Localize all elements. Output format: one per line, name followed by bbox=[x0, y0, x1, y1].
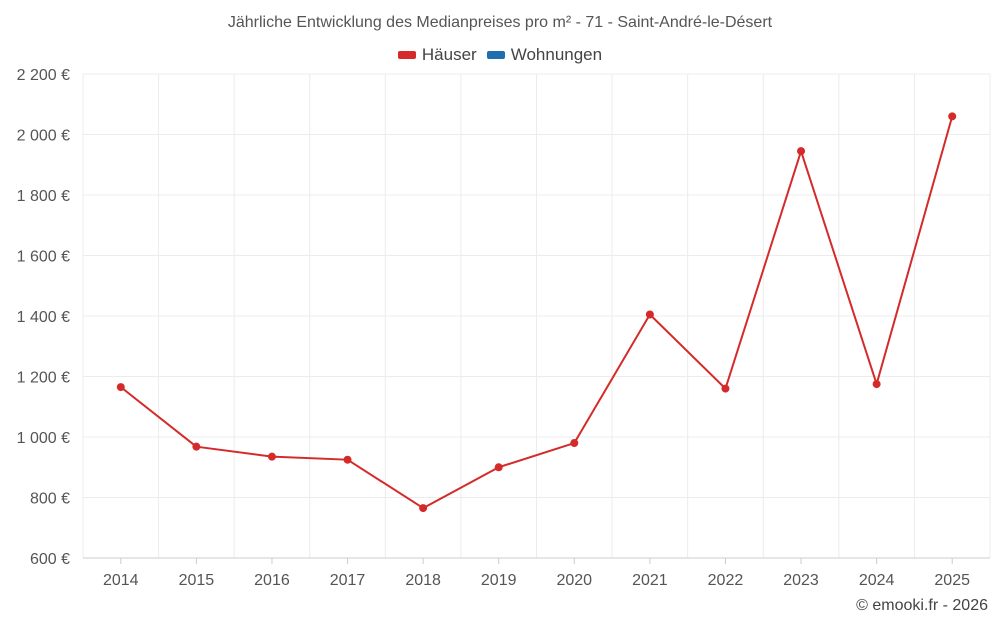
x-tick-label: 2019 bbox=[481, 572, 517, 589]
credit-text: © emooki.fr - 2026 bbox=[856, 597, 988, 614]
legend-swatch-houses bbox=[397, 51, 416, 59]
x-tick-label: 2022 bbox=[708, 572, 744, 589]
x-tick-label: 2017 bbox=[330, 572, 366, 589]
legend: Häuser Wohnungen bbox=[0, 45, 1000, 65]
data-point bbox=[872, 380, 881, 389]
x-tick-label: 2020 bbox=[556, 572, 592, 589]
x-tick-label: 2014 bbox=[103, 572, 139, 589]
x-tick-label: 2023 bbox=[783, 572, 819, 589]
legend-swatch-apartments bbox=[486, 51, 505, 59]
x-tick-label: 2018 bbox=[405, 572, 441, 589]
data-point bbox=[570, 439, 579, 448]
legend-label-houses: Häuser bbox=[421, 45, 477, 64]
data-point bbox=[948, 112, 957, 121]
data-point bbox=[721, 384, 730, 393]
data-point bbox=[494, 463, 503, 472]
data-point bbox=[267, 452, 276, 461]
data-point bbox=[116, 383, 125, 392]
x-tick-label: 2015 bbox=[179, 572, 215, 589]
y-tick-label: 2 200 € bbox=[17, 67, 70, 84]
data-point bbox=[343, 455, 352, 464]
y-tick-label: 800 € bbox=[30, 491, 70, 508]
y-tick-label: 1 800 € bbox=[17, 188, 70, 205]
data-point bbox=[192, 442, 201, 451]
y-tick-label: 1 600 € bbox=[17, 249, 70, 266]
y-tick-label: 2 000 € bbox=[17, 128, 70, 145]
x-tick-label: 2025 bbox=[934, 572, 970, 589]
series-line-0 bbox=[120, 116, 954, 510]
y-tick-label: 1 400 € bbox=[17, 309, 70, 326]
data-point bbox=[645, 310, 654, 319]
legend-item-houses[interactable]: Häuser bbox=[397, 45, 477, 65]
y-tick-label: 1 000 € bbox=[17, 430, 70, 447]
y-tick-label: 600 € bbox=[30, 551, 70, 568]
legend-label-apartments: Wohnungen bbox=[510, 45, 603, 64]
data-point bbox=[419, 504, 428, 513]
x-tick-label: 2016 bbox=[254, 572, 290, 589]
chart-title: Jährliche Entwicklung des Medianpreises … bbox=[227, 14, 773, 31]
y-tick-label: 1 200 € bbox=[17, 370, 70, 387]
legend-item-apartments[interactable]: Wohnungen bbox=[486, 45, 603, 65]
x-tick-label: 2021 bbox=[632, 572, 668, 589]
data-point bbox=[797, 147, 806, 156]
x-tick-label: 2024 bbox=[859, 572, 895, 589]
